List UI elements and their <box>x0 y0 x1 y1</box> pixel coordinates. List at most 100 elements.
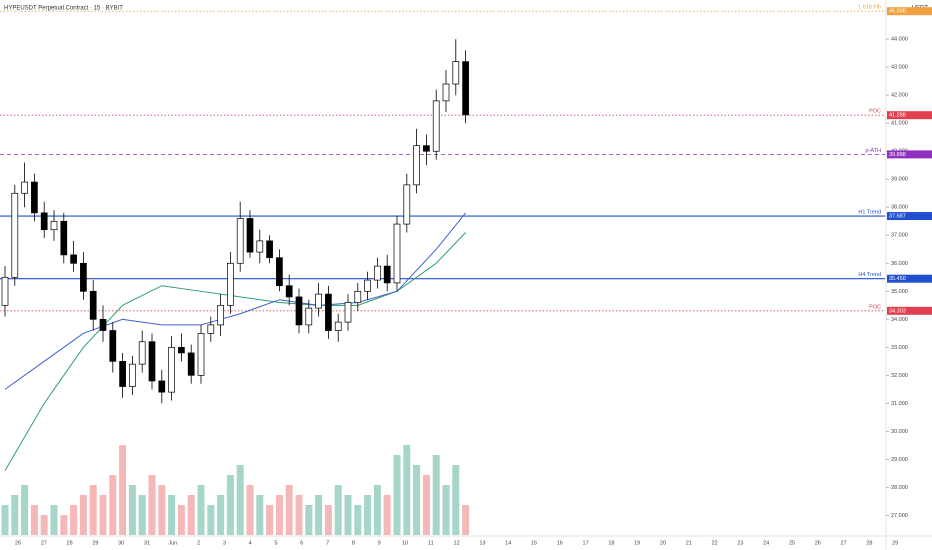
candle-body <box>129 363 136 387</box>
volume-bar <box>403 445 411 535</box>
x-tick-label: 16 <box>557 540 563 546</box>
candle-body <box>50 220 58 231</box>
volume-bar <box>1 505 9 535</box>
volume-bar <box>246 485 254 535</box>
candle-body <box>99 318 107 331</box>
volume-bar <box>295 495 303 535</box>
y-tick-label: 28.000 <box>891 485 908 491</box>
candle-body <box>246 218 254 253</box>
volume-bar <box>305 505 313 535</box>
candle-body <box>60 220 68 256</box>
y-tick-label: 42.000 <box>891 93 908 99</box>
volume-bar <box>364 495 372 535</box>
volume-bar <box>217 495 225 535</box>
level-label: 1.618 Fib <box>858 5 881 11</box>
x-tick-label: 14 <box>505 540 511 546</box>
price-badge-label: 34.303 <box>889 308 906 314</box>
y-tick-label: 32.000 <box>891 373 908 379</box>
volume-bar <box>413 465 421 535</box>
volume-bar <box>462 505 470 535</box>
volume-bar <box>393 455 401 535</box>
volume-bar <box>168 495 176 535</box>
candle-body <box>227 262 234 306</box>
price-badge <box>887 306 932 315</box>
candle-body <box>80 262 87 292</box>
volume-bar <box>21 485 29 535</box>
x-tick-label: 9 <box>378 540 381 546</box>
candle-body <box>1 276 9 306</box>
y-tick-label: 36.000 <box>891 261 908 267</box>
y-tick-label: 27.000 <box>891 513 908 519</box>
x-tick-label: 8 <box>352 540 355 546</box>
chart-title: HYPEUSDT Perpetual Contract · 15 · BYBIT <box>4 6 123 12</box>
x-tick-label: 15 <box>531 540 537 546</box>
volume-bar <box>30 505 38 535</box>
candle-body <box>266 240 273 259</box>
x-tick-label: 12 <box>454 540 460 546</box>
x-tick-label: 20 <box>660 540 666 546</box>
candle-body <box>452 61 460 85</box>
candle-body <box>364 279 371 292</box>
x-tick-label: 18 <box>608 540 614 546</box>
y-tick-label: 44.000 <box>891 37 908 43</box>
y-tick-label: 34.000 <box>891 317 908 323</box>
volume-bar <box>207 505 215 535</box>
volume-bar <box>432 455 440 535</box>
candle-body <box>168 346 175 393</box>
candle-body <box>138 341 146 365</box>
x-tick-label: 7 <box>326 540 329 546</box>
x-tick-label: 24 <box>763 540 769 546</box>
candle-body <box>236 218 244 264</box>
y-tick-label: 38.000 <box>891 205 908 211</box>
volume-bar <box>40 515 48 535</box>
x-tick-label: 19 <box>634 540 640 546</box>
level-label: H4 Trend <box>858 272 881 278</box>
candle-body <box>40 212 48 231</box>
x-tick-label: 27 <box>841 540 847 546</box>
price-badge <box>887 150 932 159</box>
y-tick-label: 37.000 <box>891 233 908 239</box>
volume-bar <box>383 495 391 535</box>
x-tick-label: 26 <box>15 540 21 546</box>
candle-body <box>413 145 420 186</box>
candle-body <box>442 83 450 102</box>
candle-body <box>178 346 185 354</box>
volume-bar <box>285 485 293 535</box>
candle-body <box>334 321 342 331</box>
volume-bar <box>50 505 58 535</box>
candle-body <box>383 265 391 284</box>
volume-bar <box>354 505 362 535</box>
y-tick-label: 29.000 <box>891 457 908 463</box>
candle-body <box>148 341 156 382</box>
x-tick-label: 2 <box>197 540 200 546</box>
volume-bar <box>344 495 352 535</box>
price-badge <box>887 274 932 283</box>
volume-bar <box>315 495 323 535</box>
candle-body <box>31 181 38 214</box>
price-badge-label: 45.000 <box>889 9 906 15</box>
x-tick-label: 29 <box>92 540 98 546</box>
x-tick-label: 27 <box>41 540 47 546</box>
candle-body <box>187 352 195 376</box>
moving-average <box>4 212 466 390</box>
candle-body <box>295 296 303 326</box>
volume-bar <box>11 495 19 535</box>
candle-body <box>462 61 469 116</box>
x-tick-label: 17 <box>583 540 589 546</box>
volume-bar <box>226 475 234 535</box>
candle-body <box>423 145 430 152</box>
y-tick-label: 39.000 <box>891 177 908 183</box>
volume-bar <box>138 495 146 535</box>
volume-bar <box>187 495 195 535</box>
price-badge <box>887 212 932 221</box>
candle-body <box>403 184 411 225</box>
volume-bar <box>79 495 87 535</box>
y-tick-label: 31.000 <box>891 401 908 407</box>
candle-body <box>354 290 362 303</box>
candle-body <box>11 192 19 278</box>
price-badge-label: 41.288 <box>889 113 906 119</box>
price-badge <box>887 111 932 120</box>
level-label: p-ATH <box>866 148 882 154</box>
volume-bar <box>452 465 460 535</box>
